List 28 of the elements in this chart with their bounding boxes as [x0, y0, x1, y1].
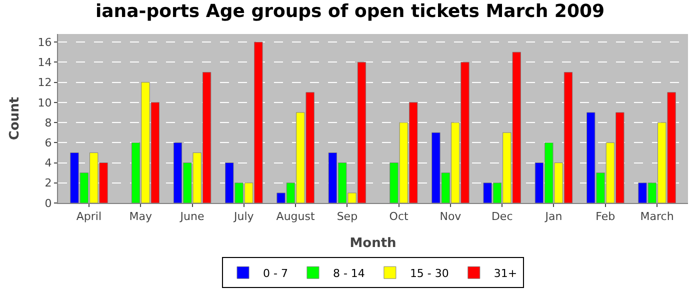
x-tick-label: March [640, 210, 674, 224]
x-tick-label: Oct [389, 210, 410, 224]
y-tick-label: 2 [44, 176, 52, 190]
legend-label: 31+ [494, 266, 518, 280]
y-tick-label: 16 [38, 36, 52, 49]
chart-title: iana-ports Age groups of open tickets March 2009 [95, 1, 605, 22]
legend-label: 0 - 7 [263, 266, 288, 280]
y-tick-label: 4 [44, 156, 52, 170]
x-tick-label: Jan [544, 210, 562, 224]
x-tick-label: July [233, 210, 254, 224]
x-tick-label: April [76, 210, 102, 224]
y-tick-label: 8 [44, 116, 52, 130]
x-tick-label: June [179, 210, 204, 224]
x-tick-label: Nov [440, 210, 462, 224]
x-tick-label: Sep [336, 210, 358, 224]
y-tick-label: 14 [38, 56, 52, 70]
y-tick-label: 6 [44, 136, 52, 150]
legend-label: 15 - 30 [410, 266, 449, 280]
y-axis-title: Count [8, 96, 23, 140]
x-tick-label: Feb [596, 210, 616, 224]
x-tick-label: Dec [491, 210, 513, 224]
x-axis-title: Month [350, 236, 396, 251]
x-tick-label: May [129, 210, 152, 224]
x-tick-label: August [276, 210, 316, 224]
legend-label: 8 - 14 [332, 266, 365, 280]
y-tick-label: 10 [38, 96, 52, 110]
y-tick-label: 0 [44, 196, 52, 210]
y-tick-label: 12 [38, 76, 52, 90]
